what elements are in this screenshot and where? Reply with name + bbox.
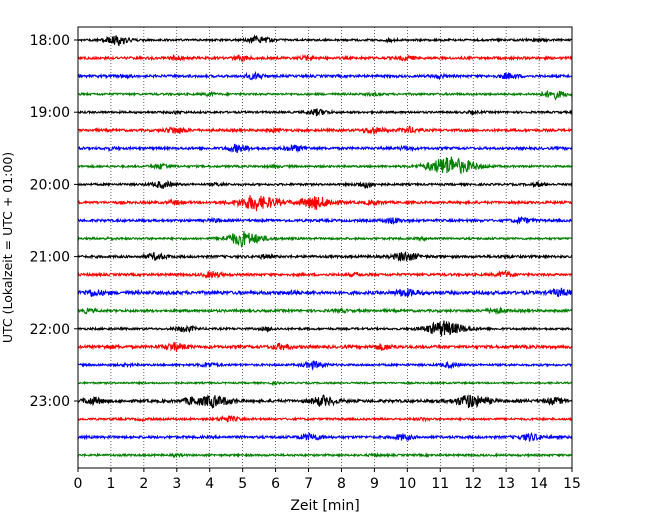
y-tick-label: 19:00 — [30, 105, 70, 121]
x-tick-label: 1 — [106, 476, 115, 492]
trace-2315 — [77, 414, 573, 423]
trace-1845 — [77, 90, 573, 101]
y-tick-label: 18:00 — [30, 33, 70, 49]
x-tick-label: 5 — [238, 476, 247, 492]
x-axis: 0 1 2 3 4 5 6 7 8 9 10 11 12 13 14 15 — [74, 468, 581, 492]
trace-2230 — [77, 360, 573, 371]
x-tick-label: 3 — [172, 476, 181, 492]
trace-2030 — [77, 216, 573, 225]
trace-1800 — [77, 34, 573, 47]
trace-2115 — [77, 269, 573, 279]
trace-1900 — [77, 108, 573, 117]
trace-2200 — [77, 320, 573, 337]
x-tick-label: 7 — [304, 476, 313, 492]
x-tick-label: 14 — [530, 476, 548, 492]
x-tick-label: 12 — [464, 476, 482, 492]
trace-1815 — [77, 53, 573, 63]
y-tick-label: 21:00 — [30, 250, 70, 266]
trace-1830 — [77, 70, 573, 81]
trace-2330 — [77, 432, 573, 442]
trace-2145 — [77, 306, 573, 316]
x-tick-label: 4 — [205, 476, 214, 492]
x-tick-label: 6 — [271, 476, 280, 492]
trace-2300 — [77, 393, 573, 410]
trace-2215 — [77, 342, 573, 352]
plot-frame — [77, 26, 573, 469]
x-tick-label: 15 — [563, 476, 581, 492]
y-tick-label: 22:00 — [30, 322, 70, 338]
trace-2130 — [77, 287, 573, 298]
x-axis-label: Zeit [min] — [290, 498, 359, 514]
x-tick-label: 9 — [370, 476, 379, 492]
seismogram-traces — [77, 34, 573, 459]
y-tick-label: 23:00 — [30, 394, 70, 410]
trace-2045 — [77, 231, 573, 249]
trace-2000 — [77, 179, 573, 189]
trace-2100 — [77, 251, 573, 262]
x-tick-label: 8 — [337, 476, 346, 492]
y-axis: 18:00 19:00 20:00 21:00 22:00 23:00 — [30, 33, 78, 410]
x-tick-label: 10 — [398, 476, 416, 492]
trace-1930 — [77, 143, 573, 154]
y-axis-label: UTC (Lokalzeit = UTC + 01:00) — [0, 152, 15, 343]
x-tick-label: 2 — [139, 476, 148, 492]
trace-2015 — [77, 195, 573, 212]
trace-1945 — [77, 156, 573, 175]
x-tick-label: 13 — [497, 476, 515, 492]
trace-2245 — [77, 380, 573, 387]
x-tick-label: 0 — [74, 476, 83, 492]
trace-2345 — [77, 451, 573, 459]
x-tick-label: 11 — [431, 476, 449, 492]
y-tick-label: 20:00 — [30, 177, 70, 193]
trace-1915 — [77, 125, 573, 135]
